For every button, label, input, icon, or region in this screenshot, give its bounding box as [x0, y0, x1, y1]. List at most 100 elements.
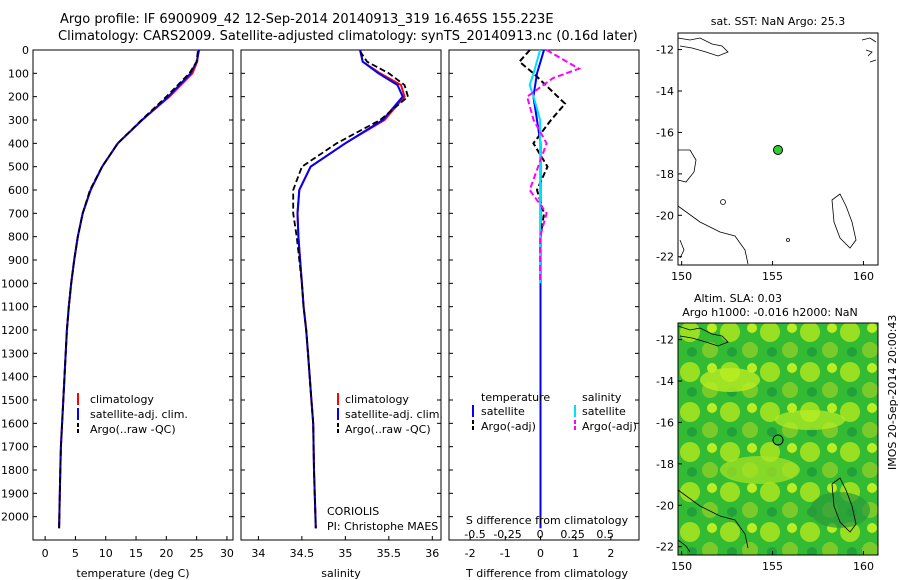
- temp-legend-argo: Argo(..raw -QC): [90, 423, 176, 436]
- depth-tick-label: 1900: [1, 487, 29, 500]
- map-lat-tick-label: -14: [656, 375, 674, 388]
- temp-x-tick-label: 15: [129, 547, 143, 560]
- difference-xlabel: T difference from climatology: [465, 567, 628, 580]
- diff-t-tick-label: 1: [572, 547, 579, 560]
- depth-tick-label: 1800: [1, 464, 29, 477]
- temp-x-tick-label: 20: [159, 547, 173, 560]
- sst-map-axes: -12 -14 -16 -18 -20 -22 150 155 160: [656, 44, 874, 283]
- depth-tick-label: 2000: [1, 511, 29, 524]
- depth-tick-label: 1500: [1, 394, 29, 407]
- sal-series-argo: [292, 50, 410, 529]
- figure-title-line1: Argo profile: IF 6900909_42 12-Sep-2014 …: [60, 12, 554, 27]
- diff-legend-temp-argo: Argo(-adj): [481, 420, 536, 433]
- diff-legend-sal-head: salinity: [582, 391, 622, 404]
- diff-s-tick-label: 0.25: [560, 528, 585, 541]
- temperature-panel-frame: [32, 49, 234, 541]
- map-lon-tick-label: 150: [671, 270, 692, 283]
- difference-legend: temperature salinity satellite Argo(-adj…: [472, 391, 637, 433]
- depth-tick-label: 300: [8, 114, 29, 127]
- diff-series-temp-argo: [517, 49, 567, 284]
- depth-tick-label: 0: [22, 44, 29, 57]
- temp-series-satellite: [58, 49, 201, 529]
- sal-x-tick-label: 34: [251, 547, 265, 560]
- temp-x-tick-label: 5: [72, 547, 79, 560]
- credit-institution: CORIOLIS: [327, 505, 379, 518]
- depth-axis: 0 100 200 300 400 500 600 700 800 900 1000 1100 1200…: [1, 44, 639, 524]
- depth-tick-label: 500: [8, 161, 29, 174]
- sla-map-coastline: [678, 325, 857, 553]
- temp-series-argo: [58, 51, 199, 529]
- temp-legend-satellite: satellite-adj. clim.: [90, 408, 188, 421]
- depth-tick-label: 1100: [1, 301, 29, 314]
- salinity-x-axis: 34 34.5 35 35.5 36: [251, 536, 439, 560]
- salinity-legend: climatology satellite-adj. clim. Argo(..…: [337, 393, 443, 436]
- map-lon-tick-label: 150: [671, 560, 692, 573]
- sal-x-tick-label: 35: [338, 547, 352, 560]
- sla-argo-location-marker: [772, 434, 784, 446]
- diff-t-tick-label: 2: [607, 547, 614, 560]
- diff-t-tick-label: -2: [465, 547, 476, 560]
- difference-panel-frame: [448, 49, 640, 541]
- depth-tick-label: 700: [8, 207, 29, 220]
- map-lat-tick-label: -18: [656, 458, 674, 471]
- temperature-x-axis: 0 5 10 15 20 25 30: [42, 536, 234, 560]
- sal-x-tick-label: 34.5: [290, 547, 315, 560]
- sla-map-title-line1: Altim. SLA: 0.03: [694, 292, 782, 305]
- depth-tick-label: 200: [8, 91, 29, 104]
- map-lon-tick-label: 160: [853, 560, 874, 573]
- depth-tick-label: 1600: [1, 417, 29, 430]
- sal-x-tick-label: 36: [425, 547, 439, 560]
- diff-legend-temp-satellite: satellite: [481, 405, 525, 418]
- difference-top-label: S difference from climatology: [466, 514, 629, 527]
- temp-series-climatology: [58, 49, 200, 529]
- sla-map-axes: -12 -14 -16 -18 -20 -22 150 155 160: [656, 334, 874, 573]
- salinity-panel-frame: [240, 49, 442, 541]
- difference-x-axes: -2 -1 0 1 2 -0.5 -0.25 0 0.25 0.5: [464, 528, 614, 560]
- depth-tick-label: 100: [8, 67, 29, 80]
- depth-tick-label: 1400: [1, 371, 29, 384]
- depth-tick-label: 1700: [1, 441, 29, 454]
- temperature-series: [58, 49, 201, 529]
- diff-legend-sal-satellite: satellite: [582, 405, 626, 418]
- diff-s-tick-label: -0.25: [493, 528, 521, 541]
- diff-legend-temp-head: temperature: [481, 391, 550, 404]
- sal-x-tick-label: 35.5: [377, 547, 402, 560]
- depth-tick-label: 900: [8, 254, 29, 267]
- sst-map-title: sat. SST: NaN Argo: 25.3: [711, 15, 845, 28]
- map-lat-tick-label: -12: [656, 44, 674, 57]
- depth-tick-label: 1200: [1, 324, 29, 337]
- imos-timestamp: IMOS 20-Sep-2014 20:00:43: [886, 314, 899, 470]
- map-lat-tick-label: -18: [656, 168, 674, 181]
- temperature-legend: climatology satellite-adj. clim. Argo(..…: [77, 393, 188, 436]
- temp-legend-climatology: climatology: [90, 393, 154, 406]
- diff-s-tick-label: -0.5: [464, 528, 485, 541]
- depth-tick-label: 400: [8, 137, 29, 150]
- map-lat-tick-label: -20: [656, 209, 674, 222]
- sal-legend-climatology: climatology: [345, 393, 409, 406]
- map-lat-tick-label: -20: [656, 499, 674, 512]
- diff-series-temp-satellite: [532, 49, 545, 529]
- map-lat-tick-label: -22: [656, 251, 674, 264]
- temp-x-tick-label: 25: [190, 547, 204, 560]
- diff-t-tick-label: -1: [500, 547, 511, 560]
- diff-series-sal-satellite: [528, 49, 542, 284]
- depth-tick-label: 600: [8, 184, 29, 197]
- temp-x-tick-label: 10: [99, 547, 113, 560]
- sla-map-field: [678, 323, 878, 555]
- sst-argo-location-marker: [773, 145, 783, 155]
- sal-legend-argo: Argo(..raw -QC): [345, 423, 431, 436]
- salinity-xlabel: salinity: [321, 567, 361, 580]
- map-lat-tick-label: -14: [656, 85, 674, 98]
- map-lat-tick-label: -16: [656, 416, 674, 429]
- diff-series-sal-argo: [525, 49, 582, 284]
- sla-map-frame: [677, 322, 879, 556]
- map-lat-tick-label: -16: [656, 126, 674, 139]
- depth-tick-label: 1300: [1, 347, 29, 360]
- map-lon-tick-label: 160: [853, 270, 874, 283]
- map-lon-tick-label: 155: [762, 270, 783, 283]
- diff-s-tick-label: 0.5: [596, 528, 614, 541]
- diff-s-tick-label: 0: [537, 528, 544, 541]
- credit-pi: PI: Christophe MAES: [327, 520, 438, 533]
- diff-t-tick-label: 0: [537, 547, 544, 560]
